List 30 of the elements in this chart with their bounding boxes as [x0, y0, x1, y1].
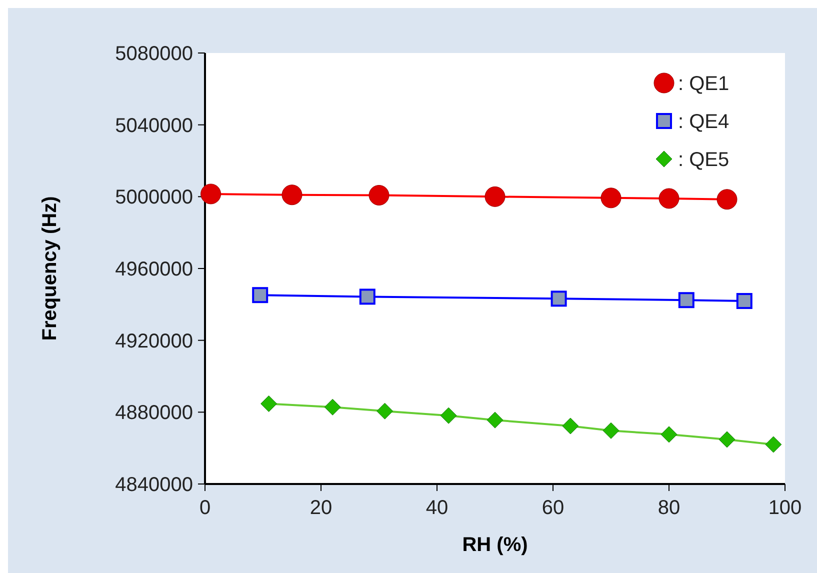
legend-label: : QE5	[678, 149, 730, 171]
y-tick-label: 4920000	[115, 330, 193, 352]
point	[736, 293, 752, 310]
y-tick-label: 4960000	[115, 258, 193, 280]
point	[716, 189, 738, 210]
point	[282, 184, 302, 206]
y-tick-label: 4880000	[115, 402, 193, 424]
legend-label: : QE4	[678, 111, 730, 133]
point	[359, 288, 376, 305]
point	[678, 292, 694, 308]
x-tick-label: 60	[542, 497, 564, 519]
x-tick-label: 100	[768, 497, 802, 519]
point	[368, 184, 390, 206]
y-tick-label: 4840000	[115, 474, 193, 496]
x-tick-label: 40	[426, 497, 448, 519]
legend-label: : QE1	[678, 73, 730, 95]
y-axis-title: Frequency (Hz)	[39, 196, 61, 341]
y-tick-label: 5080000	[115, 43, 193, 65]
point	[200, 184, 222, 204]
point	[550, 290, 567, 307]
y-tick-label: 5040000	[115, 114, 193, 137]
x-tick-label: 20	[310, 497, 332, 519]
point	[252, 287, 268, 304]
point	[484, 186, 506, 207]
x-tick-label: 0	[199, 497, 211, 519]
x-axis-title: RH (%)	[462, 534, 528, 556]
x-tick-label: 80	[658, 497, 680, 519]
point	[600, 188, 622, 208]
y-tick-label: 5000000	[115, 186, 193, 209]
point	[658, 188, 680, 209]
